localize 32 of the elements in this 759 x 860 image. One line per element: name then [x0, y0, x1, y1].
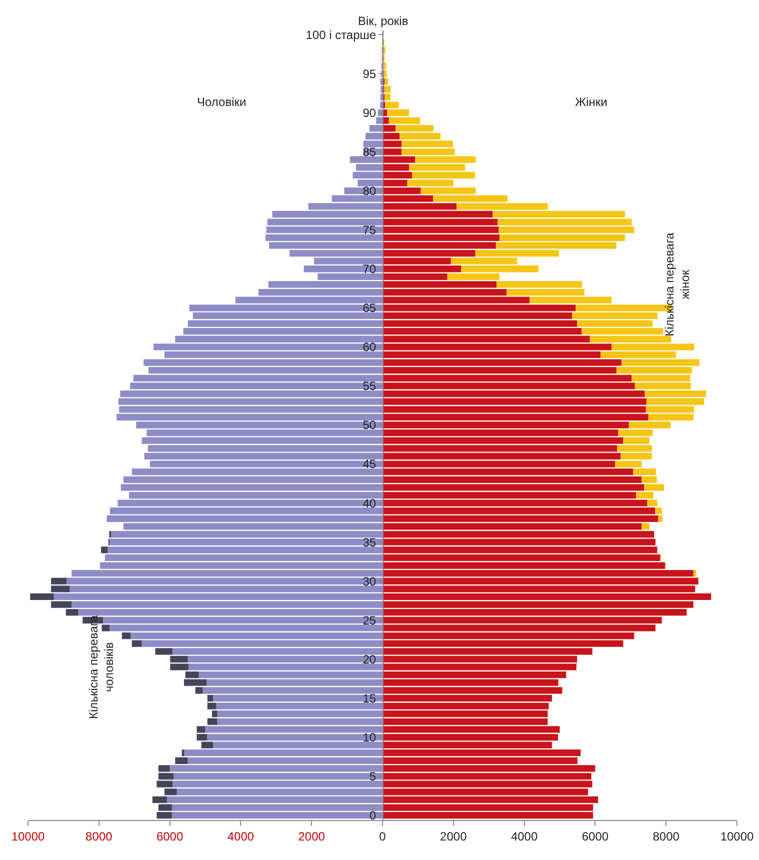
y-tick-label: 10 [362, 730, 376, 744]
y-tick-label: 50 [362, 418, 376, 432]
x-tick-label: 8000 [652, 829, 680, 844]
y-tick-label: 40 [362, 496, 376, 510]
y-tick-label: 75 [362, 223, 376, 238]
x-tick-label: 10000 [11, 829, 46, 844]
annotation: Жінки [575, 95, 608, 109]
y-tick-label: 45 [362, 457, 376, 472]
x-tick-label: 4000 [227, 829, 254, 844]
y-tick-label: 90 [362, 106, 376, 120]
x-tick-label: 2000 [440, 829, 468, 844]
x-tick-label: 10000 [720, 829, 754, 844]
y-axis-title: Вік, років [358, 14, 408, 28]
y-tick-label: 5 [369, 769, 376, 784]
x-tick-label: 6000 [156, 829, 184, 844]
y-tick-label: 65 [362, 301, 376, 316]
y-tick-label: 95 [362, 66, 376, 81]
annotation: Кількісна перевага чоловіків [86, 614, 116, 719]
x-tick-label: 6000 [582, 829, 609, 844]
x-tick-label: 4000 [510, 829, 538, 844]
annotation: Чоловіки [197, 95, 246, 109]
annotation: Кількісна перевага жінок [662, 232, 692, 336]
y-tick-label: 80 [362, 184, 376, 198]
y-tick-label: 70 [362, 262, 376, 276]
x-tick-label: 0 [379, 829, 386, 844]
y-tick-label: 0 [369, 808, 376, 823]
x-tick-label: 2000 [298, 829, 326, 844]
y-tick-label: 85 [362, 144, 376, 159]
x-tick-label: 8000 [86, 829, 113, 844]
y-tick-label: 60 [362, 340, 376, 354]
y-tick-label: 100 і старше [306, 28, 376, 42]
y-tick-label: 55 [362, 379, 376, 394]
